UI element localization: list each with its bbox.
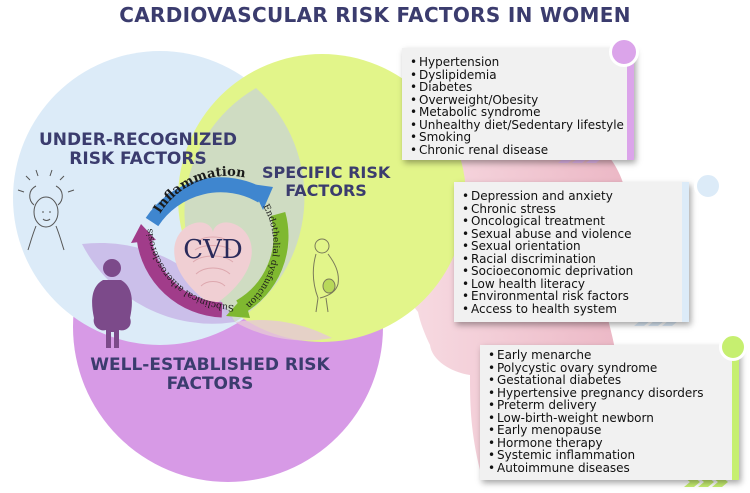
list-item: Dyslipidemia bbox=[410, 68, 627, 82]
card-under-recognized-factors: Depression and anxiety Chronic stress On… bbox=[454, 182, 689, 322]
list-item: Early menopause bbox=[488, 424, 732, 437]
list-item: Smoking bbox=[410, 131, 627, 144]
label-well-established: WELL-ESTABLISHED RISK FACTORS bbox=[90, 355, 330, 395]
factor-list: Depression and anxiety Chronic stress On… bbox=[454, 182, 682, 315]
arrow-endothelial bbox=[236, 211, 289, 314]
list-item: Metabolic syndrome bbox=[410, 106, 627, 119]
label-specific: SPECIFIC RISK FACTORS bbox=[262, 163, 391, 200]
list-item: Autoimmune diseases bbox=[488, 462, 732, 475]
heart-shape bbox=[174, 222, 252, 306]
list-item: Unhealthy diet/Sedentary lifestyle bbox=[410, 119, 627, 132]
list-item: Diabetes bbox=[410, 81, 627, 94]
list-item: Early menarche bbox=[488, 349, 732, 362]
arrow-atherosclerosis bbox=[136, 236, 223, 318]
list-item: Oncological treatment bbox=[462, 215, 682, 228]
list-item: Chronic renal disease bbox=[410, 144, 627, 157]
list-item: Preterm delivery bbox=[488, 399, 732, 412]
list-item: Racial discrimination bbox=[462, 253, 682, 266]
card-well-established-factors: Hypertension Dyslipidemia Diabetes Overw… bbox=[402, 48, 634, 160]
list-item: Hypertensive pregnancy disorders bbox=[488, 387, 732, 400]
obese-woman-icon bbox=[92, 259, 132, 348]
factor-list: Early menarche Polycystic ovary syndrome… bbox=[480, 345, 732, 474]
list-item: Low health literacy bbox=[462, 278, 682, 291]
list-item: Low-birth-weight newborn bbox=[488, 412, 732, 425]
list-item: Sexual abuse and violence bbox=[462, 228, 682, 241]
pregnant-woman-icon bbox=[312, 238, 339, 313]
arrow-inflammation bbox=[145, 177, 266, 227]
list-item: Hormone therapy bbox=[488, 437, 732, 450]
label-under-recognized: UNDER-RECOGNIZED RISK FACTORS bbox=[38, 130, 238, 170]
card-3-accent-dot bbox=[719, 333, 747, 361]
list-item: Sexual orientation bbox=[462, 240, 682, 253]
cvd-label: CVD bbox=[183, 235, 243, 265]
list-item: Depression and anxiety bbox=[462, 190, 682, 203]
list-item: Gestational diabetes bbox=[488, 374, 732, 387]
page-title: CARDIOVASCULAR RISK FACTORS IN WOMEN bbox=[119, 3, 631, 27]
card-2-accent-dot bbox=[694, 172, 722, 200]
list-item: Systemic inflammation bbox=[488, 449, 732, 462]
list-item: Polycystic ovary syndrome bbox=[488, 361, 732, 375]
list-item: Environmental risk factors bbox=[462, 290, 682, 303]
stressed-woman-icon bbox=[17, 169, 75, 251]
card-1-accent-dot bbox=[609, 37, 639, 67]
list-item: Chronic stress bbox=[462, 202, 682, 216]
card-specific-factors: Early menarche Polycystic ovary syndrome… bbox=[480, 345, 739, 480]
list-item: Overweight/Obesity bbox=[410, 94, 627, 107]
list-item: Socioeconomic deprivation bbox=[462, 265, 682, 278]
list-item: Access to health system bbox=[462, 303, 682, 316]
list-item: Hypertension bbox=[410, 56, 627, 69]
factor-list: Hypertension Dyslipidemia Diabetes Overw… bbox=[402, 48, 627, 156]
